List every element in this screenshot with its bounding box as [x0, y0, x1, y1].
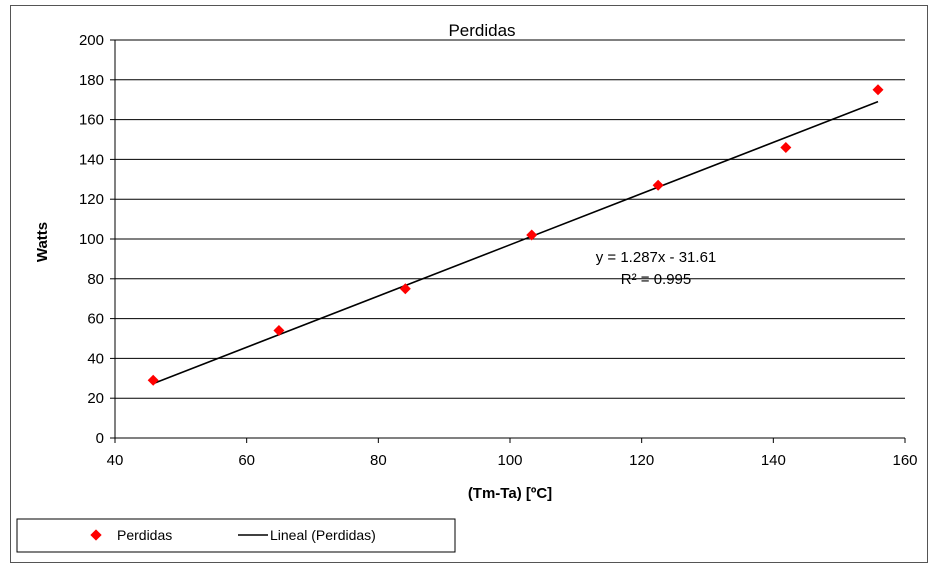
x-tick-label: 40: [107, 452, 124, 469]
x-tick-label: 60: [238, 452, 255, 469]
x-tick-label: 160: [892, 452, 917, 469]
data-point: [780, 141, 792, 153]
x-tick-label: 80: [370, 452, 387, 469]
data-point: [399, 283, 411, 295]
chart-frame: [10, 5, 928, 563]
legend-label-perdidas: Perdidas: [117, 527, 172, 543]
legend-label-trendline: Lineal (Perdidas): [270, 527, 376, 543]
x-tick-label: 120: [629, 452, 654, 469]
trendline-layer: [152, 100, 879, 385]
trendline-equation: y = 1.287x - 31.61: [596, 249, 717, 266]
data-points: [147, 84, 884, 386]
y-tick-label: 160: [79, 112, 104, 129]
r-squared-label: R² = 0.995: [621, 271, 691, 288]
x-tick-label: 140: [761, 452, 786, 469]
data-point: [273, 325, 285, 337]
y-tick-label: 0: [96, 430, 104, 447]
y-tick-label: 40: [87, 350, 104, 367]
y-tick-label: 140: [79, 151, 104, 168]
legend-box: [16, 518, 456, 553]
data-point: [652, 179, 664, 191]
trendline: [152, 100, 879, 385]
y-tick-label: 60: [87, 311, 104, 328]
data-point: [526, 229, 538, 241]
y-tick-label: 100: [79, 231, 104, 248]
y-tick-label: 120: [79, 191, 104, 208]
legend: Perdidas Lineal (Perdidas): [16, 518, 456, 553]
x-tick-label: 100: [497, 452, 522, 469]
y-tick-label: 180: [79, 72, 104, 89]
data-point: [147, 374, 159, 386]
data-point: [872, 84, 884, 96]
y-axis-title: Watts: [34, 222, 51, 262]
y-tick-label: 200: [79, 32, 104, 49]
x-axis-title: (Tm-Ta) [ºC]: [468, 485, 552, 502]
tick-labels: 0 20 40 60 80 100 120 140 160 180 200 40 60 80 100 120 1…: [79, 32, 918, 469]
y-tick-label: 20: [87, 390, 104, 407]
chart-title: Perdidas: [448, 21, 515, 40]
grid-lines: [115, 39, 905, 399]
y-tick-label: 80: [87, 271, 104, 288]
